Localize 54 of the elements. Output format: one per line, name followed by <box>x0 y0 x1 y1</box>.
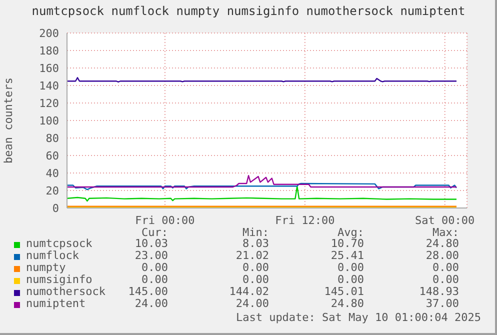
y-tick-label: 120 <box>39 96 59 110</box>
legend-label: numsiginfo <box>26 273 92 286</box>
legend-label: numpty <box>26 261 66 274</box>
legend-label: numflock <box>26 249 79 262</box>
line-series <box>67 186 458 202</box>
line-series <box>67 182 458 190</box>
text: 10.03 <box>134 237 168 250</box>
text: Cur: <box>142 226 168 239</box>
text: 0.00 <box>142 261 168 274</box>
text: 0.00 <box>432 273 459 286</box>
text: 0.00 <box>142 273 168 286</box>
text: 0.00 <box>242 261 269 274</box>
y-axis-title: bean counters <box>2 77 15 164</box>
text: 25.41 <box>330 249 364 262</box>
text: 0.00 <box>338 261 364 274</box>
text: 8.03 <box>242 237 269 250</box>
text: 24.00 <box>236 297 269 310</box>
text: 145.00 <box>128 285 168 298</box>
chart-title: numtcpsock numflock numpty numsiginfo numothersock numiptent <box>30 4 466 18</box>
text: 24.80 <box>426 237 459 250</box>
legend-label: numiptent <box>26 297 86 310</box>
text: 24.00 <box>134 297 168 310</box>
y-tick-label: 80 <box>46 132 59 145</box>
y-tick-label: 200 <box>39 26 59 40</box>
y-tick-label: 100 <box>39 114 59 128</box>
text: 21.02 <box>236 249 269 262</box>
text: 24.80 <box>330 297 364 310</box>
y-tick-label: 60 <box>46 149 59 162</box>
y-tick-label: 40 <box>46 166 59 180</box>
x-tick-label: Fri 00:00 <box>135 214 195 227</box>
line-series <box>67 175 458 188</box>
y-tick-label: 160 <box>39 62 59 75</box>
y-tick-label: 140 <box>39 79 59 92</box>
text: 28.00 <box>426 249 459 262</box>
text: Min: <box>242 226 269 239</box>
text: 0.00 <box>338 273 364 286</box>
text: Last update: Sat May 10 01:00:04 2025 <box>236 311 481 324</box>
x-tick-label: Sat 00:00 <box>415 214 475 227</box>
text: Max: <box>432 226 459 239</box>
y-tick-label: 180 <box>39 44 59 58</box>
text: 144.02 <box>229 285 269 298</box>
text: 0.00 <box>432 261 459 274</box>
legend-label: numothersock <box>26 285 106 298</box>
text: 23.00 <box>134 249 168 262</box>
text: 0.00 <box>242 273 269 286</box>
text: 148.93 <box>419 285 459 298</box>
text: Avg: <box>338 226 364 239</box>
text: 145.01 <box>324 285 364 298</box>
y-tick-label: 0 <box>52 202 59 215</box>
legend-label: numtcpsock <box>26 237 92 250</box>
text: 10.70 <box>330 237 364 250</box>
x-tick-label: Fri 12:00 <box>275 214 335 227</box>
y-tick-label: 20 <box>46 184 59 198</box>
text: 37.00 <box>426 297 459 310</box>
